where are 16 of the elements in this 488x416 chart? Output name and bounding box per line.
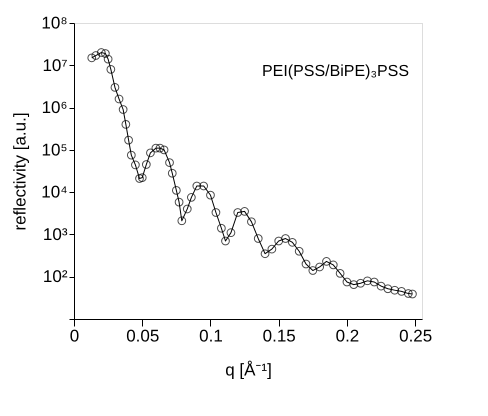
y-tick-label: 10³	[42, 224, 68, 244]
x-tick-label: 0.25	[399, 326, 432, 346]
x-axis-title: q [Å⁻¹]	[225, 360, 272, 380]
y-tick-label: 10⁴	[41, 182, 68, 202]
x-tick-label: 0.1	[199, 326, 223, 346]
x-tick-label: 0	[70, 326, 80, 346]
x-tick-label: 0.15	[262, 326, 296, 346]
y-tick-label: 10⁸	[41, 14, 68, 32]
y-tick-label: 10⁵	[42, 140, 68, 160]
x-tick-label: 0.05	[126, 326, 160, 346]
y-axis-title: reflectivity [a.u.]	[10, 112, 30, 231]
y-tick-label: 10⁷	[42, 56, 68, 75]
y-tick-label: 10²	[42, 267, 68, 286]
y-tick-label: 10⁶	[42, 98, 68, 118]
x-tick-label: 0.2	[336, 326, 360, 346]
annotation: PEI(PSS/BiPE)₃PSS	[262, 63, 409, 80]
